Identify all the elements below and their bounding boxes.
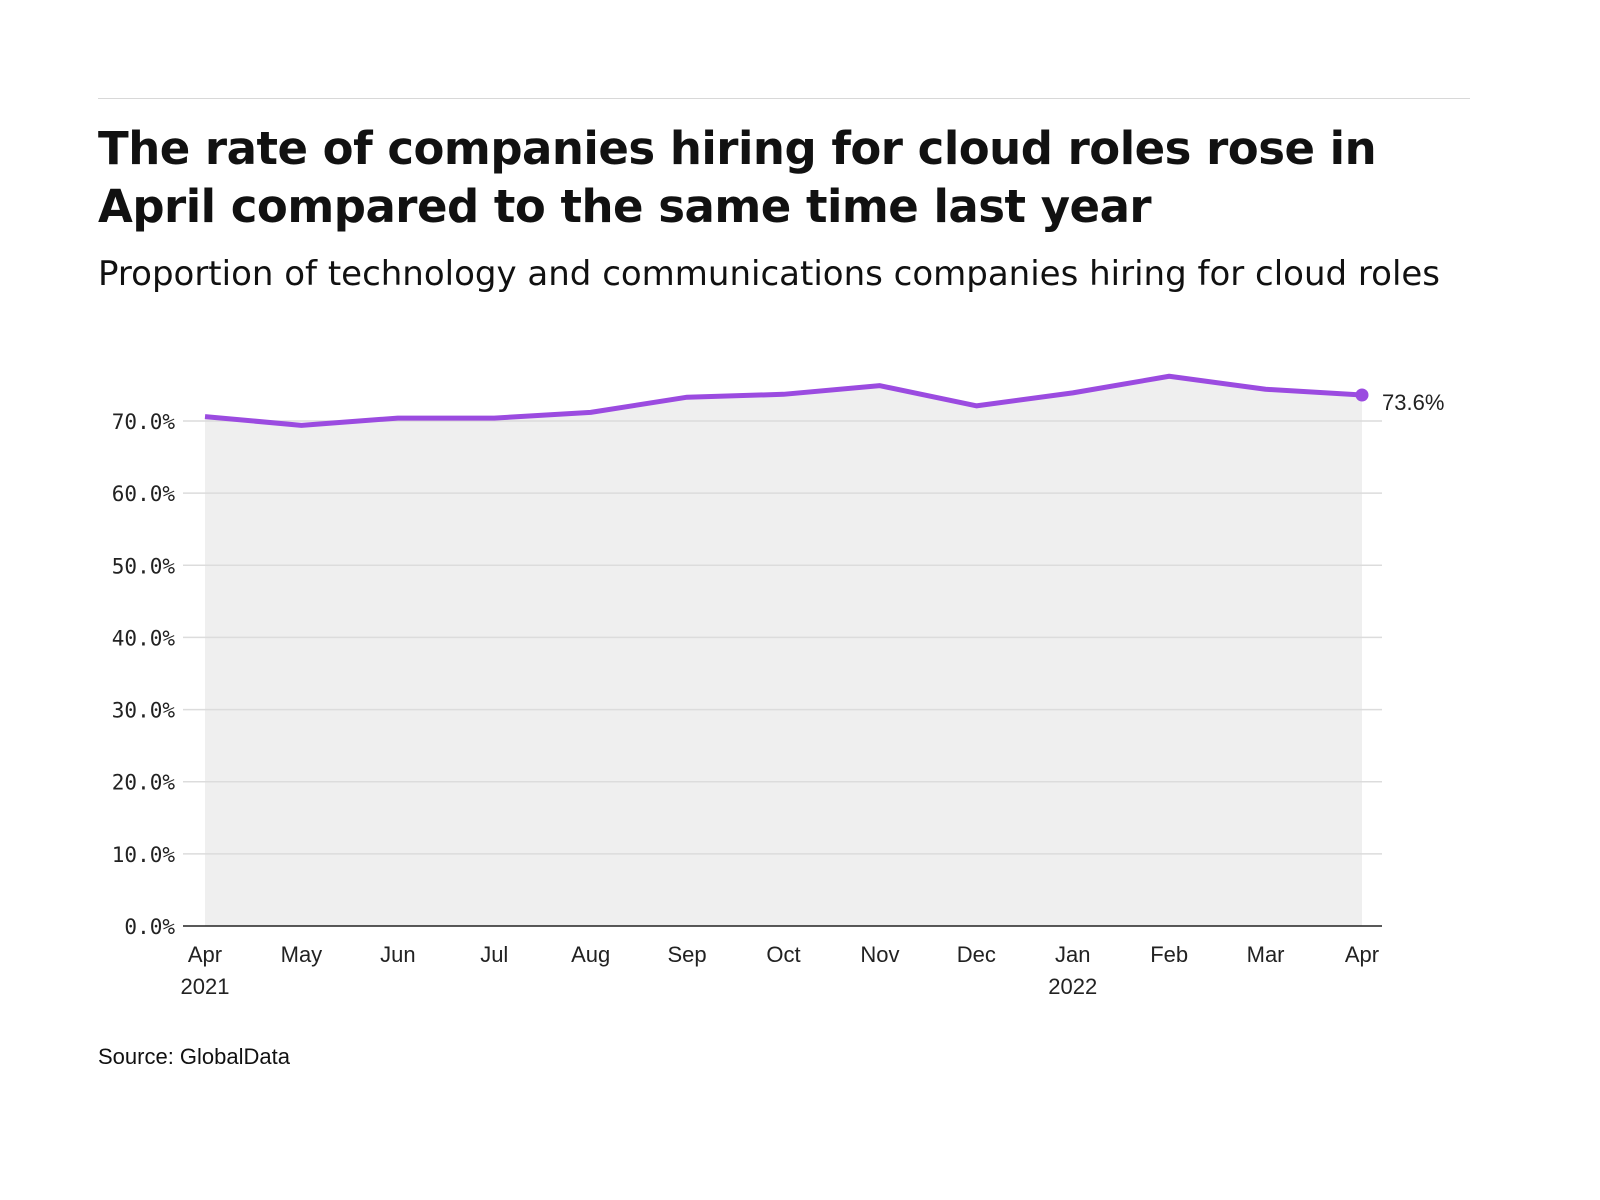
y-tick-label: 0.0%: [124, 915, 175, 939]
x-tick-label: Aug: [571, 942, 610, 967]
y-tick-label: 40.0%: [112, 626, 176, 650]
x-tick-label: Oct: [766, 942, 800, 967]
x-tick-label: Dec: [957, 942, 996, 967]
y-tick-label: 50.0%: [112, 554, 176, 578]
area-fill: [205, 376, 1362, 926]
end-value-label: 73.6%: [1382, 390, 1444, 415]
x-tick-label: Mar: [1247, 942, 1285, 967]
x-tick-label: Apr: [1345, 942, 1379, 967]
source-note: Source: GlobalData: [98, 1044, 290, 1069]
x-tick-label: Jan: [1055, 942, 1090, 967]
chart-subtitle: Proportion of technology and communicati…: [98, 254, 1441, 294]
x-tick-year-label: 2022: [1048, 974, 1097, 999]
y-tick-label: 70.0%: [112, 410, 176, 434]
y-tick-label: 30.0%: [112, 699, 176, 723]
chart-title: The rate of companies hiring for cloud r…: [98, 122, 1377, 233]
x-tick-year-label: 2021: [181, 974, 230, 999]
x-tick-label: Nov: [860, 942, 899, 967]
x-tick-label: Sep: [668, 942, 707, 967]
y-tick-label: 20.0%: [112, 771, 176, 795]
x-tick-label: Jul: [480, 942, 508, 967]
x-tick-label: Jun: [380, 942, 415, 967]
x-tick-label: May: [281, 942, 323, 967]
x-tick-label: Feb: [1150, 942, 1188, 967]
x-tick-label: Apr: [188, 942, 222, 967]
y-tick-label: 10.0%: [112, 843, 176, 867]
top-rule: [98, 98, 1470, 99]
y-tick-label: 60.0%: [112, 482, 176, 506]
end-point-marker: [1355, 388, 1369, 402]
